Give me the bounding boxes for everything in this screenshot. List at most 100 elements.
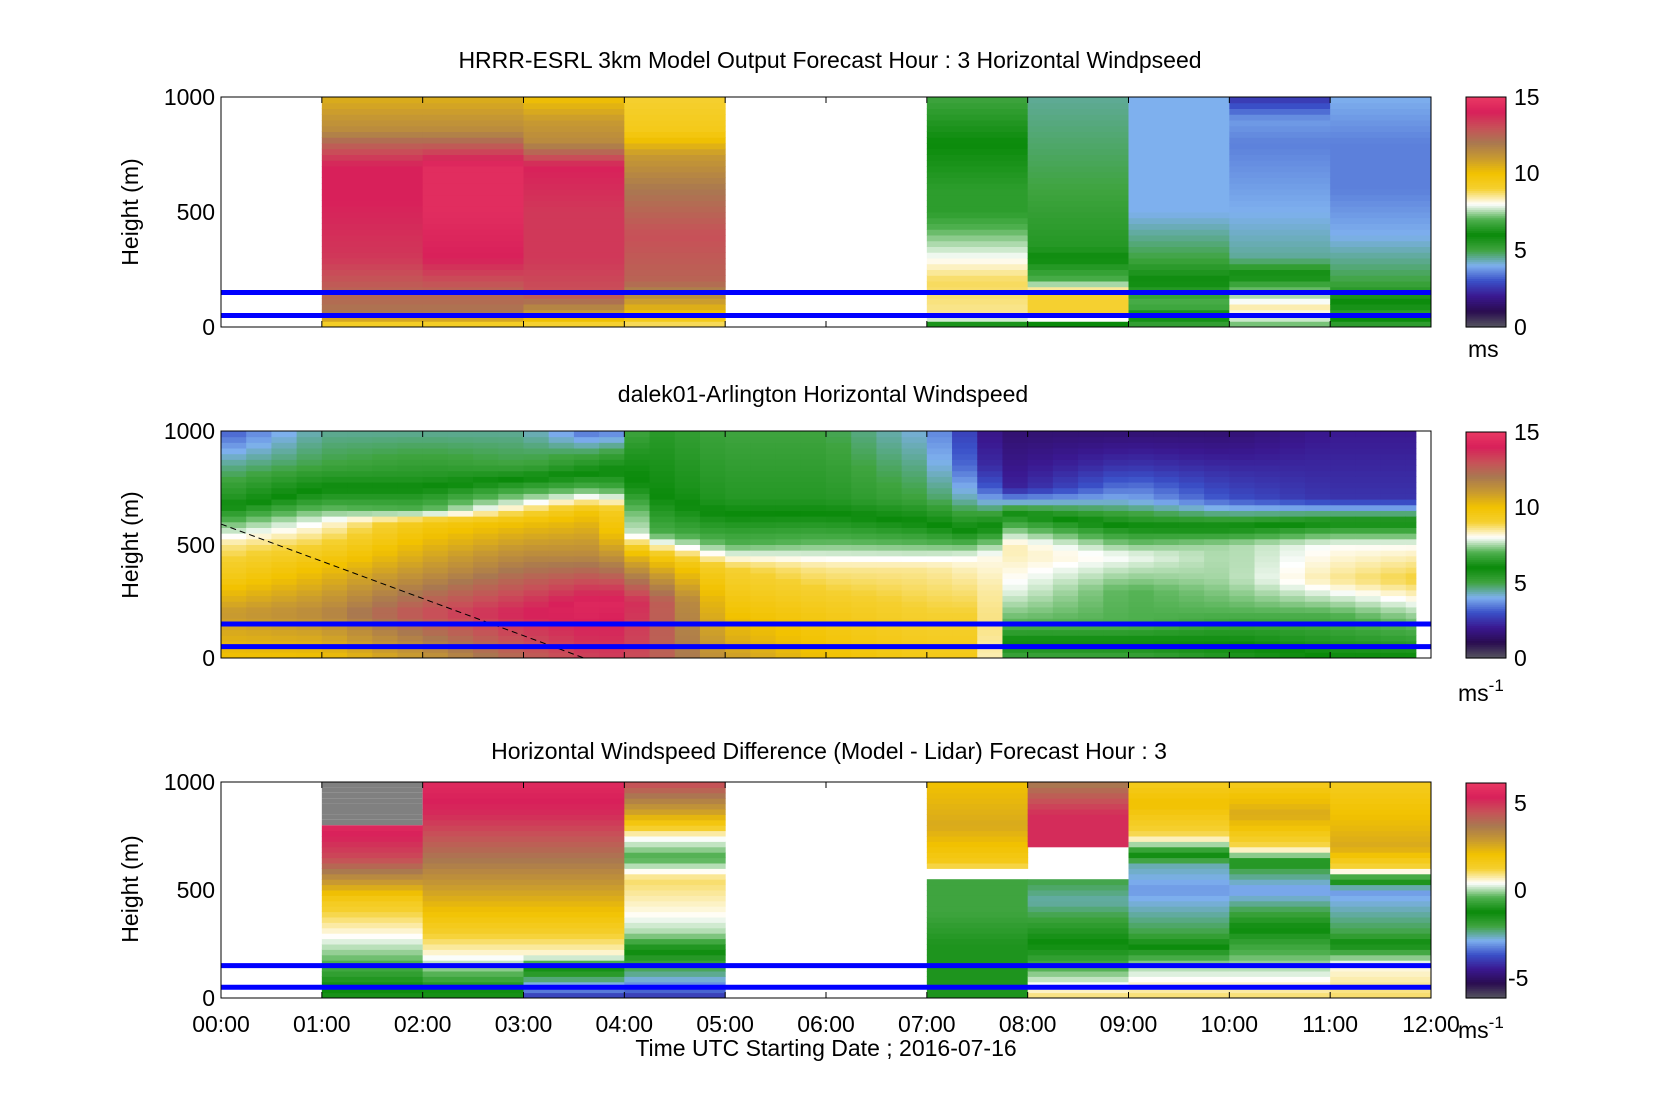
heatmap-cell: [1229, 884, 1331, 891]
heatmap-cell: [1002, 504, 1029, 511]
heatmap-cell: [1229, 154, 1331, 161]
heatmap-cell: [649, 453, 676, 460]
heatmap-cell: [876, 544, 903, 551]
heatmap-cell: [926, 177, 1029, 184]
heatmap-cell: [599, 589, 625, 597]
heatmap-cell: [901, 544, 928, 551]
colorbar-swatch: [1466, 479, 1506, 482]
heatmap-cell: [422, 792, 524, 799]
heatmap-cell: [901, 533, 928, 540]
heatmap-cell: [422, 212, 524, 219]
heatmap-cell: [1330, 538, 1356, 545]
heatmap-cell: [1027, 235, 1129, 242]
heatmap-cell: [624, 830, 726, 837]
heatmap-cell: [1027, 623, 1054, 631]
colorbar-swatch: [1466, 480, 1506, 484]
heatmap-cell: [1229, 852, 1331, 859]
heatmap-cell: [1229, 521, 1256, 528]
heatmap-cell: [548, 436, 575, 443]
heatmap-cell: [422, 561, 449, 568]
heatmap-cell: [372, 504, 398, 511]
heatmap-cell: [1178, 510, 1205, 517]
heatmap-cell: [447, 550, 474, 557]
heatmap-cell: [624, 555, 651, 563]
heatmap-cell: [296, 652, 323, 659]
heatmap-cell: [422, 465, 449, 472]
heatmap-cell: [1304, 533, 1331, 540]
heatmap-cell: [775, 493, 802, 500]
heatmap-cell: [725, 652, 751, 659]
colorbar-swatch: [1466, 590, 1506, 593]
heatmap-cell: [1128, 933, 1230, 940]
colorbar-swatch: [1466, 558, 1506, 561]
heatmap-cell: [750, 533, 777, 540]
heatmap-cell: [523, 120, 625, 127]
heatmap-cell: [926, 584, 953, 591]
heatmap-cell: [926, 281, 1029, 288]
heatmap-cell: [1178, 629, 1205, 636]
heatmap-cell: [321, 544, 348, 551]
heatmap-cell: [1027, 194, 1129, 201]
heatmap-cell: [372, 572, 398, 580]
heatmap-cell: [926, 499, 953, 506]
heatmap-cell: [422, 646, 449, 653]
heatmap-cell: [851, 567, 877, 574]
heatmap-cell: [826, 442, 852, 449]
heatmap-cell: [624, 194, 726, 201]
heatmap-cell: [599, 623, 625, 631]
heatmap-cell: [1229, 321, 1331, 328]
heatmap-cell: [548, 459, 575, 466]
colorbar-swatch: [1466, 148, 1506, 152]
heatmap-cell: [221, 510, 247, 517]
heatmap-cell: [447, 646, 474, 653]
heatmap-cell: [775, 629, 802, 636]
heatmap-cell: [422, 171, 524, 178]
heatmap-cell: [624, 927, 726, 934]
heatmap-cell: [321, 792, 423, 799]
heatmap-cell: [1405, 544, 1417, 551]
heatmap-cell: [1304, 521, 1331, 528]
heatmap-cell: [926, 944, 1029, 950]
colorbar-swatch: [1466, 279, 1506, 282]
heatmap-cell: [1204, 510, 1230, 517]
heatmap-cell: [347, 595, 373, 602]
heatmap-cell: [977, 601, 1003, 608]
heatmap-cell: [977, 652, 1003, 659]
heatmap-cell: [725, 487, 751, 494]
heatmap-cell: [1128, 252, 1230, 259]
heatmap-cell: [1027, 160, 1129, 167]
colorbar-swatch: [1466, 829, 1506, 832]
heatmap-cell: [1178, 448, 1205, 455]
heatmap-cell: [699, 618, 726, 625]
colorbar-swatch: [1466, 539, 1506, 542]
heatmap-cell: [422, 442, 449, 449]
heatmap-cell: [851, 578, 877, 585]
heatmap-cell: [599, 544, 625, 551]
heatmap-cell: [926, 102, 1029, 109]
heatmap-cell: [347, 499, 373, 506]
heatmap-cell: [296, 561, 323, 568]
heatmap-cell: [548, 601, 575, 608]
heatmap-cell: [1027, 949, 1129, 956]
heatmap-cell: [1229, 212, 1331, 219]
heatmap-cell: [750, 561, 777, 568]
heatmap-cell: [1204, 567, 1230, 574]
heatmap-cell: [1128, 830, 1230, 837]
heatmap-cell: [1380, 640, 1407, 648]
heatmap-cell: [523, 652, 550, 659]
colorbar-swatch: [1466, 806, 1506, 809]
heatmap-cell: [1229, 895, 1331, 902]
heatmap-cell: [1330, 183, 1432, 190]
heatmap-cell: [1204, 550, 1230, 557]
heatmap-cell: [926, 493, 953, 500]
heatmap-cell: [498, 527, 524, 534]
heatmap-cell: [1103, 612, 1129, 619]
heatmap-cell: [1380, 442, 1407, 449]
colorbar-swatch: [1466, 818, 1506, 822]
heatmap-cell: [1405, 516, 1417, 523]
heatmap-cell: [599, 533, 625, 540]
heatmap-cell: [1254, 527, 1281, 534]
heatmap-cell: [901, 584, 928, 591]
heatmap-cell: [926, 114, 1029, 121]
heatmap-cell: [1002, 510, 1029, 517]
